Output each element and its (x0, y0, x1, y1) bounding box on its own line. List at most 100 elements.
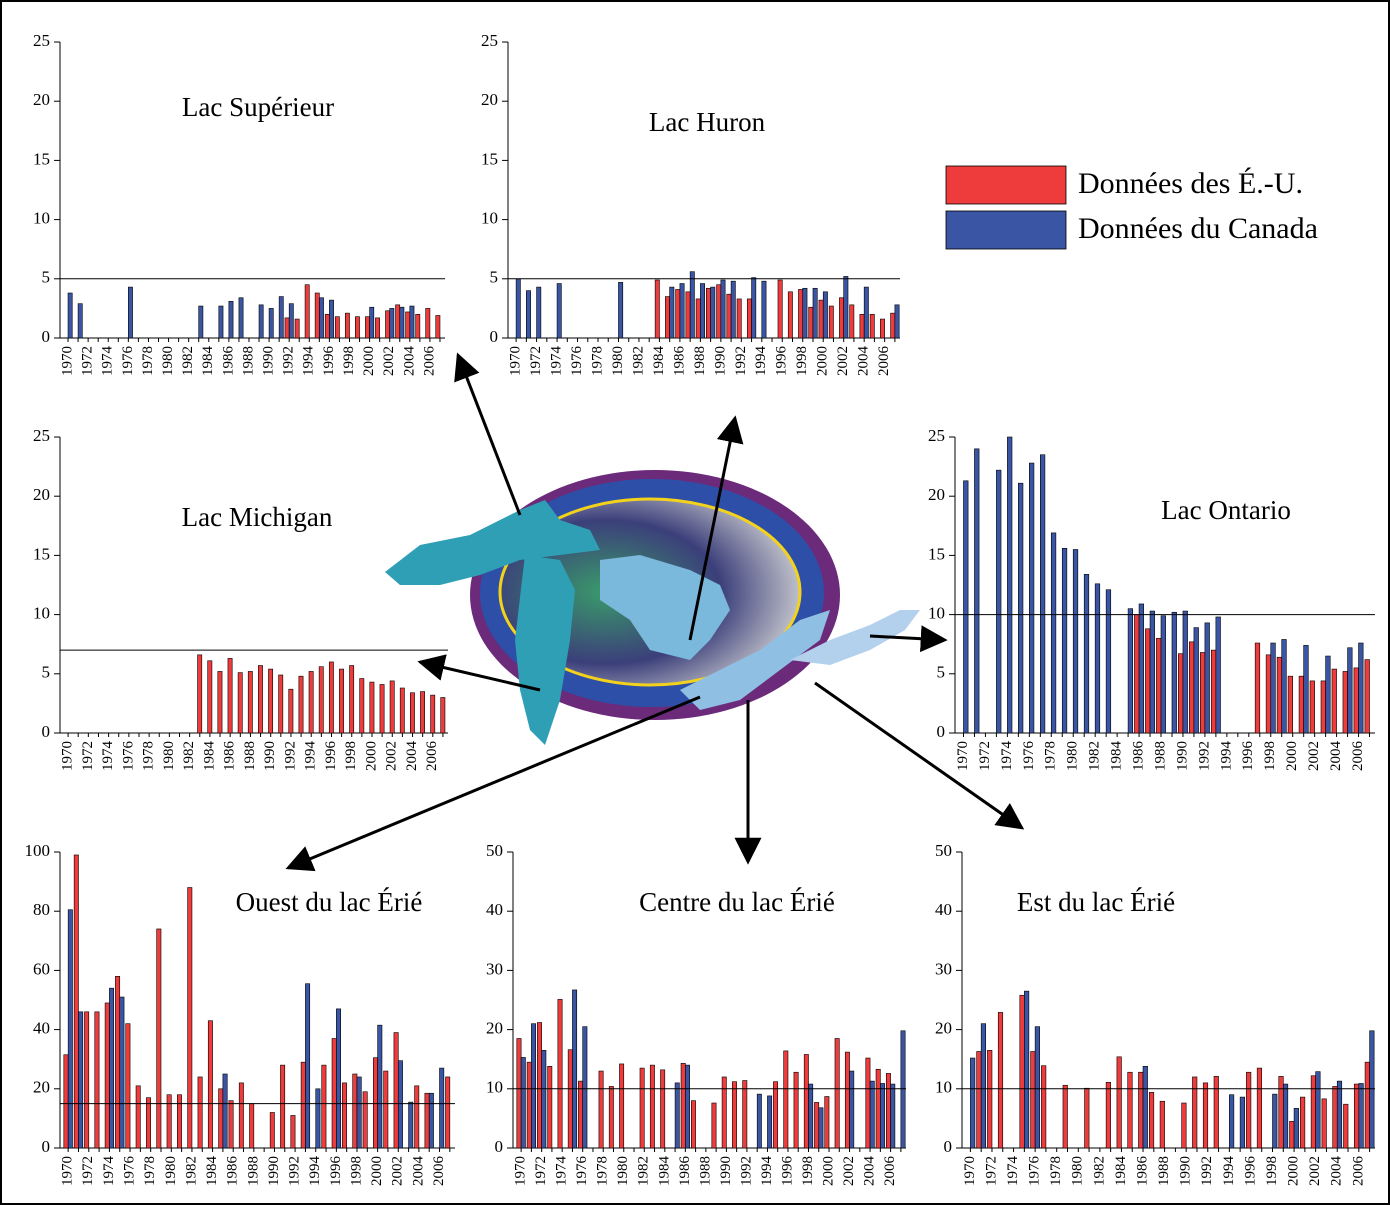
x-tick-label: 2006 (421, 346, 437, 377)
bar (866, 1058, 870, 1148)
y-tick-label: 40 (33, 1019, 50, 1038)
bar (157, 929, 161, 1148)
bar (722, 1077, 726, 1148)
x-tick-label: 1984 (204, 1156, 220, 1187)
bar (305, 984, 309, 1148)
bar (1029, 463, 1034, 733)
x-tick-label: 2000 (361, 346, 377, 376)
x-tick-label: 2002 (835, 346, 851, 376)
bar (322, 1065, 326, 1148)
legend-swatch (946, 211, 1066, 249)
y-tick-label: 25 (33, 31, 50, 50)
bar (531, 1024, 535, 1148)
bar (436, 316, 440, 338)
bar (335, 317, 339, 338)
x-tick-label: 1988 (1156, 1156, 1172, 1186)
bar (1178, 654, 1183, 733)
bar (1183, 611, 1188, 733)
bar (850, 1071, 854, 1148)
panel: Ouest du lac Érié02040608010019701972197… (25, 841, 456, 1186)
x-tick-label: 1992 (1196, 741, 1212, 771)
x-tick-label: 1992 (733, 346, 749, 376)
x-tick-label: 1998 (800, 1156, 816, 1186)
x-tick-label: 1976 (1027, 1156, 1043, 1187)
bar (315, 293, 319, 338)
y-tick-label: 0 (42, 722, 51, 741)
bar (105, 1003, 109, 1148)
bar (619, 1064, 623, 1148)
bar (365, 317, 369, 338)
bar (686, 292, 690, 338)
bar (280, 1065, 284, 1148)
bar (370, 307, 374, 338)
x-tick-label: 2006 (1350, 1156, 1366, 1187)
x-tick-label: 1984 (656, 1156, 672, 1187)
x-tick-label: 1984 (1113, 1156, 1129, 1187)
bar (1160, 1101, 1165, 1148)
y-tick-label: 15 (928, 544, 945, 563)
bar (446, 1077, 450, 1148)
bar (126, 1024, 130, 1148)
bar (1117, 1057, 1122, 1148)
bar (64, 1055, 68, 1148)
bar (378, 1025, 382, 1148)
legend-swatch (946, 166, 1066, 204)
bar (1189, 642, 1194, 733)
y-tick-label: 20 (928, 485, 945, 504)
bar (1240, 1097, 1245, 1148)
bar (844, 276, 848, 338)
x-tick-label: 2006 (882, 1156, 898, 1187)
bar (706, 288, 710, 338)
bar (845, 1052, 849, 1148)
bar (665, 297, 669, 338)
y-tick-label: 5 (937, 663, 946, 682)
bar (223, 1074, 227, 1148)
bar (441, 697, 445, 733)
y-tick-label: 20 (486, 1019, 503, 1038)
bar (342, 1083, 346, 1148)
bar (784, 1051, 788, 1148)
bar (291, 1115, 295, 1148)
bar (385, 311, 389, 338)
bar (680, 284, 684, 338)
panel-title: Est du lac Érié (1017, 887, 1175, 917)
bar (1246, 1072, 1251, 1148)
x-tick-label: 1992 (281, 346, 297, 376)
x-tick-label: 1990 (266, 1156, 282, 1186)
bar (1134, 615, 1139, 733)
bar (258, 666, 262, 733)
bar (1194, 628, 1199, 733)
bar (84, 1012, 88, 1148)
bar (752, 278, 756, 338)
x-tick-label: 1976 (120, 346, 136, 377)
x-tick-label: 1992 (282, 741, 298, 771)
panel-title: Lac Ontario (1161, 495, 1291, 525)
x-tick-label: 1984 (1109, 741, 1125, 772)
bar (1106, 1082, 1111, 1148)
y-tick-label: 0 (937, 722, 946, 741)
bar (370, 682, 374, 733)
bar (1290, 1121, 1295, 1148)
bar (1156, 638, 1161, 733)
bar (1073, 549, 1078, 733)
bar (650, 1065, 654, 1148)
y-tick-label: 50 (935, 841, 952, 860)
x-tick-label: 1970 (955, 741, 971, 771)
x-tick-label: 1978 (589, 346, 605, 376)
figure: Lac Supérieur051015202519701972197419761… (0, 0, 1390, 1205)
bar (1106, 590, 1111, 733)
bar (248, 671, 252, 733)
bar (681, 1063, 685, 1148)
bar (690, 272, 694, 338)
bar (987, 1050, 992, 1148)
bar (717, 285, 721, 338)
bar (732, 1082, 736, 1148)
x-tick-label: 2000 (1286, 1156, 1302, 1186)
bar (864, 287, 868, 338)
bar (1150, 611, 1155, 733)
bar (661, 1070, 665, 1148)
x-tick-label: 1988 (240, 346, 256, 376)
bar (1288, 676, 1293, 733)
panel: Centre du lac Érié0102030405019701972197… (486, 841, 906, 1186)
bar (876, 1069, 880, 1148)
